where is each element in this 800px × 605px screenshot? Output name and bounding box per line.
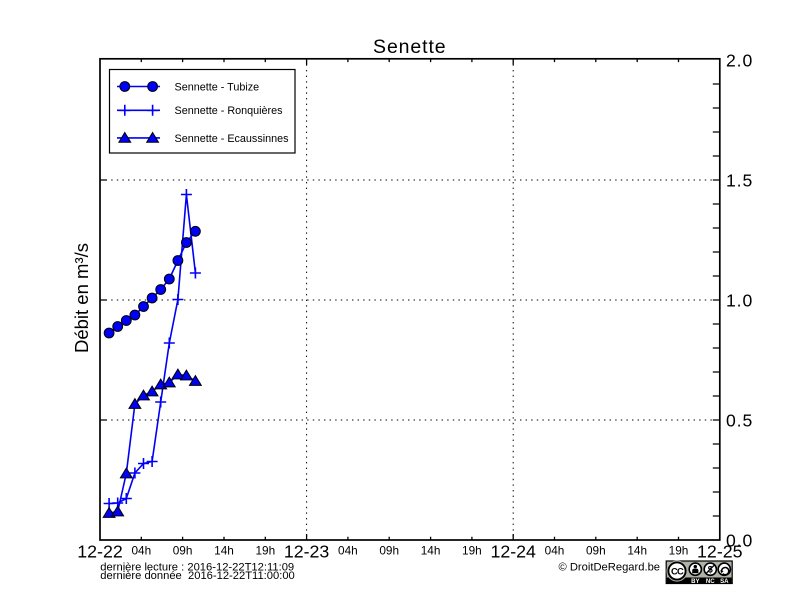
- svg-text:CC: CC: [671, 565, 684, 576]
- svg-text:NC: NC: [706, 578, 715, 585]
- svg-text:19h: 19h: [462, 543, 482, 557]
- svg-text:Senette: Senette: [373, 36, 447, 58]
- svg-text:1.0: 1.0: [726, 290, 753, 310]
- svg-text:0.0: 0.0: [726, 530, 753, 550]
- svg-text:19h: 19h: [669, 543, 689, 557]
- svg-text:dernière donnée 2016-12-22T11: dernière donnée 2016-12-22T11:00:00: [100, 570, 294, 582]
- svg-text:SA: SA: [720, 578, 729, 585]
- svg-text:04h: 04h: [131, 543, 151, 557]
- svg-text:12-24: 12-24: [490, 542, 536, 562]
- svg-text:0.5: 0.5: [726, 410, 753, 430]
- svg-text:09h: 09h: [173, 543, 193, 557]
- svg-text:12-23: 12-23: [284, 542, 330, 562]
- svg-text:09h: 09h: [586, 543, 606, 557]
- svg-text:Sennette - Tubize: Sennette - Tubize: [175, 81, 260, 93]
- svg-text:14h: 14h: [421, 543, 441, 557]
- svg-text:Sennette - Ronquières: Sennette - Ronquières: [175, 105, 284, 117]
- svg-text:2.0: 2.0: [726, 50, 753, 70]
- svg-text:09h: 09h: [379, 543, 399, 557]
- svg-text:Sennette - Ecaussinnes: Sennette - Ecaussinnes: [175, 133, 290, 145]
- svg-text:© DroitDeRegard.be: © DroitDeRegard.be: [559, 562, 661, 574]
- svg-text:dernière lecture : 2016-12-22T: dernière lecture : 2016-12-22T12:11:09: [100, 562, 294, 574]
- svg-text:Débit en m³/s: Débit en m³/s: [71, 243, 92, 353]
- svg-text:BY: BY: [691, 578, 699, 585]
- svg-text:19h: 19h: [255, 543, 275, 557]
- svg-text:1.5: 1.5: [726, 170, 753, 190]
- svg-text:14h: 14h: [214, 543, 234, 557]
- svg-text:04h: 04h: [545, 543, 565, 557]
- svg-text:14h: 14h: [627, 543, 647, 557]
- svg-text:12-25: 12-25: [697, 542, 743, 562]
- svg-text:12-22: 12-22: [77, 542, 122, 562]
- svg-text:04h: 04h: [338, 543, 358, 557]
